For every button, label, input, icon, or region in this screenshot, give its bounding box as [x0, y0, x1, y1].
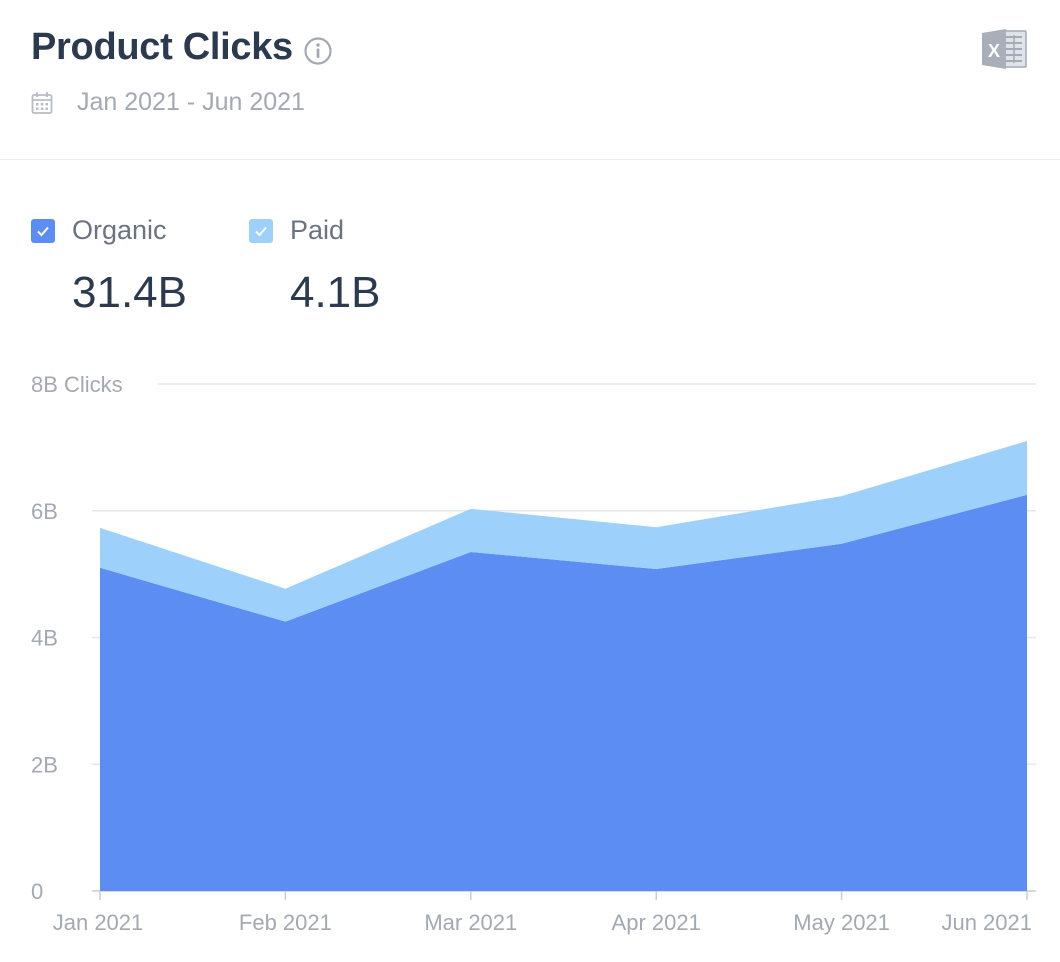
y-tick-label: 8B Clicks	[31, 372, 123, 397]
y-tick-label: 2B	[31, 752, 58, 777]
check-icon	[37, 226, 49, 236]
stacked-area-chart: 0 2B 4B 6B 8B Clicks Jan 2021 Feb 2021 Mar 2021…	[31, 372, 1036, 935]
y-tick-label: 4B	[31, 626, 58, 651]
legend-item-paid[interactable]: Paid 4.1B	[248, 215, 381, 318]
y-tick-label: 6B	[31, 499, 58, 524]
svg-text:X: X	[988, 41, 1000, 61]
calendar-icon	[31, 91, 53, 114]
date-range-text: Jan 2021 - Jun 2021	[77, 88, 305, 116]
widget-header: Product Clicks Jan 2021 - Jun 2021 X	[0, 0, 1060, 160]
page-title: Product Clicks	[31, 26, 293, 68]
legend-item-organic[interactable]: Organic 31.4B	[31, 215, 187, 318]
date-range: Jan 2021 - Jun 2021	[31, 88, 305, 117]
x-tick-label: Mar 2021	[424, 910, 517, 935]
legend-label: Organic	[72, 215, 167, 245]
paid-total: 4.1B	[289, 268, 381, 317]
x-tick-label: Jun 2021	[941, 910, 1032, 935]
paid-checkbox[interactable]	[248, 218, 273, 243]
area-organic	[100, 494, 1027, 891]
organic-checkbox[interactable]	[31, 218, 55, 243]
check-icon	[255, 226, 267, 236]
organic-total: 31.4B	[72, 268, 187, 317]
x-tick-label: May 2021	[793, 910, 890, 935]
x-tick-label: Jan 2021	[53, 910, 144, 935]
legend: Organic 31.4B Paid 4.1B	[31, 215, 443, 318]
excel-export-icon[interactable]: X	[980, 27, 1028, 71]
legend-label: Paid	[289, 215, 345, 245]
info-icon[interactable]	[303, 36, 333, 66]
x-tick-label: Feb 2021	[239, 910, 332, 935]
area-paid	[100, 441, 1027, 622]
y-tick-label: 0	[31, 879, 43, 904]
x-tick-label: Apr 2021	[612, 910, 701, 935]
